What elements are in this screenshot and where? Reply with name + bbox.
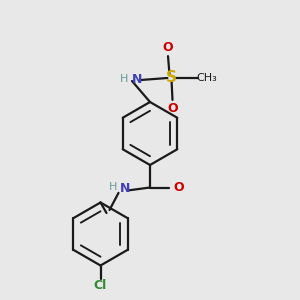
Text: Cl: Cl [94,279,107,292]
Text: O: O [167,102,178,116]
Text: H: H [120,74,129,85]
Text: O: O [174,181,184,194]
Text: N: N [120,182,130,196]
Text: H: H [109,182,118,193]
Text: S: S [166,70,176,86]
Text: N: N [132,73,142,86]
Text: CH₃: CH₃ [196,73,217,83]
Text: O: O [163,40,173,54]
